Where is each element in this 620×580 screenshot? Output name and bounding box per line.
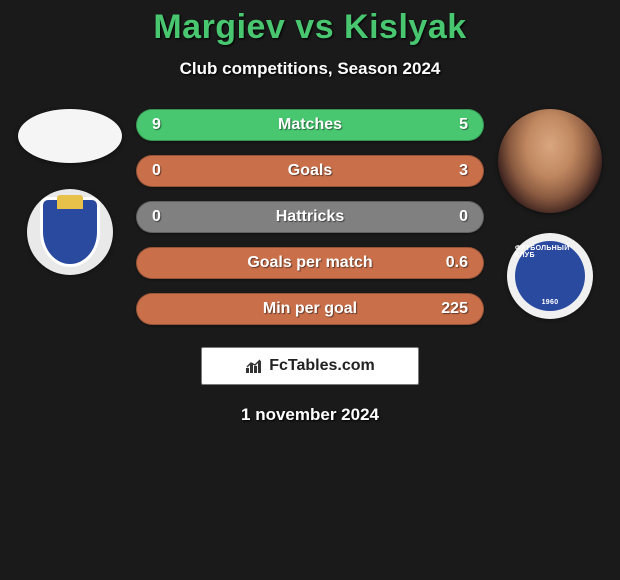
stats-column: 9 Matches 5 0 Goals 3 0 Hattricks 0 Goals per mat… [130,109,490,325]
crest-text-top: ФУТБОЛЬНЫЙ КЛУБ [515,245,585,259]
stat-label: Goals [288,162,332,180]
stat-bar: Min per goal 225 [136,293,484,325]
brand-text: FcTables.com [269,357,375,375]
stat-bar: 9 Matches 5 [136,109,484,141]
stat-bar: 0 Goals 3 [136,155,484,187]
bars-icon [245,358,265,374]
ring-icon: ФУТБОЛЬНЫЙ КЛУБ 1960 [515,241,585,311]
right-player-col: ФУТБОЛЬНЫЙ КЛУБ 1960 [490,109,610,319]
stat-left-value: 0 [152,162,186,180]
date-text: 1 november 2024 [0,405,620,425]
left-player-headshot [18,109,122,163]
stat-label: Hattricks [276,208,344,226]
stat-right-value: 225 [434,300,468,318]
comparison-row: 9 Matches 5 0 Goals 3 0 Hattricks 0 Goals per mat… [0,109,620,325]
stat-right-value: 5 [434,116,468,134]
crown-icon [57,195,83,209]
left-club-crest [27,189,113,275]
stat-right-value: 3 [434,162,468,180]
crest-text-year: 1960 [542,299,559,306]
right-player-headshot [498,109,602,213]
stat-right-value: 0.6 [434,254,468,272]
page-title: Margiev vs Kislyak [0,8,620,47]
stat-label: Matches [278,116,342,134]
stat-label: Min per goal [263,300,357,318]
brand-badge: FcTables.com [201,347,419,385]
left-player-col [10,109,130,275]
stat-bar: 0 Hattricks 0 [136,201,484,233]
stat-right-value: 0 [434,208,468,226]
subtitle: Club competitions, Season 2024 [0,59,620,79]
stat-label: Goals per match [247,254,372,272]
stat-left-value: 0 [152,208,186,226]
right-club-crest: ФУТБОЛЬНЫЙ КЛУБ 1960 [507,233,593,319]
stat-left-value: 9 [152,116,186,134]
stat-bar: Goals per match 0.6 [136,247,484,279]
